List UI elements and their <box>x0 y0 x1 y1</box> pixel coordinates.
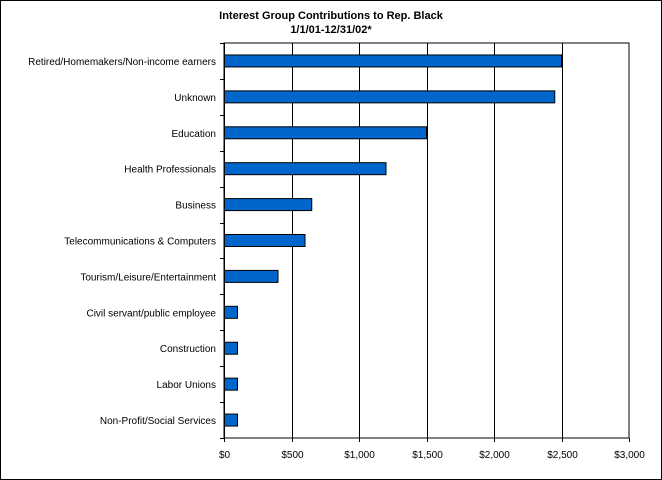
chart-subtitle: 1/1/01-12/31/02* <box>290 24 372 36</box>
category-label: Retired/Homemakers/Non-income earners <box>28 57 216 68</box>
x-tick-label: $3,000 <box>614 450 645 461</box>
category-label: Construction <box>160 344 216 355</box>
bar <box>223 198 313 212</box>
plot-area <box>223 42 630 439</box>
x-tick-label: $500 <box>281 450 304 461</box>
bar <box>223 413 238 427</box>
bar <box>223 377 238 391</box>
category-label: Telecommunications & Computers <box>64 237 216 248</box>
category-label: Education <box>172 129 216 140</box>
x-tick-label: $2,500 <box>547 450 578 461</box>
x-tick-label: $0 <box>219 450 231 461</box>
category-label: Civil servant/public employee <box>86 308 216 319</box>
chart-title: Interest Group Contributions to Rep. Bla… <box>219 10 443 22</box>
bar <box>223 162 387 176</box>
category-label: Non-Profit/Social Services <box>100 416 216 427</box>
bar <box>223 341 238 355</box>
category-label: Unknown <box>174 93 216 104</box>
bar <box>223 305 238 319</box>
x-tick-label: $2,000 <box>479 450 510 461</box>
category-label: Health Professionals <box>124 165 216 176</box>
x-tick-label: $1,000 <box>344 450 375 461</box>
bar <box>223 126 427 140</box>
bar <box>223 54 562 68</box>
x-tick-label: $1,500 <box>412 450 443 461</box>
category-label: Tourism/Leisure/Entertainment <box>80 272 216 283</box>
bar <box>223 269 279 283</box>
category-label: Business <box>175 201 216 212</box>
bar <box>223 234 306 247</box>
bar <box>223 90 556 104</box>
category-label: Labor Unions <box>157 380 216 391</box>
